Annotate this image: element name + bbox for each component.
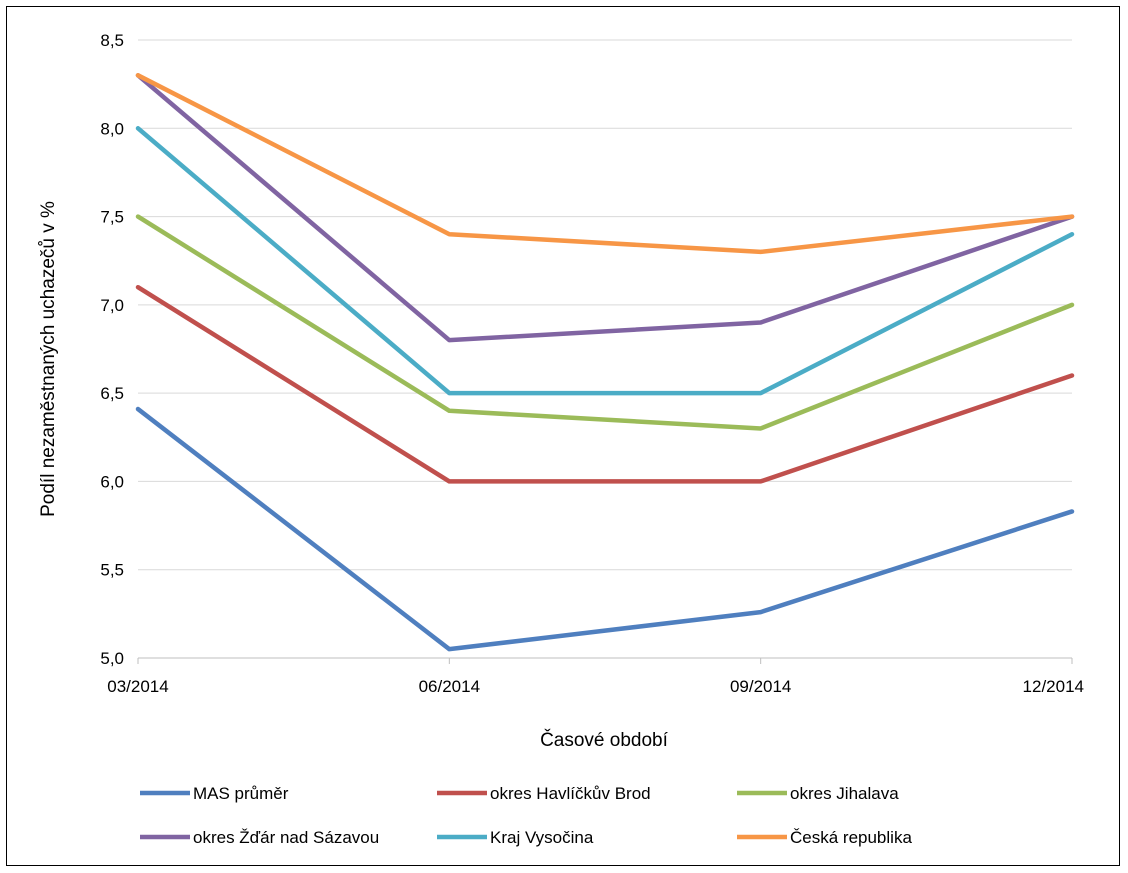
legend-label: okres Havlíčkův Brod — [490, 784, 651, 803]
series-line — [135, 73, 1075, 343]
x-tick-labels: 03/2014 06/2014 09/2014 12/2014 — [107, 658, 1084, 696]
x-axis-label: Časové období — [540, 729, 669, 751]
x-tick-label: 06/2014 — [419, 677, 480, 696]
series-lines — [135, 73, 1075, 652]
gridlines — [138, 39, 1072, 659]
y-axis-label: Podíl nezaměstnaných uchazečů v % — [38, 201, 59, 517]
series-line — [135, 284, 1075, 484]
legend-item: okres Jihalava — [737, 784, 899, 803]
legend-item: Kraj Vysočina — [437, 828, 594, 847]
legend-item: okres Žďár nad Sázavou — [140, 828, 379, 847]
x-tick-label: 03/2014 — [107, 677, 168, 696]
x-tick-label: 12/2014 — [1023, 677, 1084, 696]
line-chart: 5,05,56,06,57,07,58,08,5 03/2014 06/2014 0… — [38, 31, 1084, 847]
legend-item: MAS průměr — [140, 784, 289, 803]
y-tick-label: 8,5 — [100, 31, 124, 50]
y-tick-label: 7,5 — [100, 208, 124, 227]
series-line — [135, 73, 1075, 255]
y-tick-label: 6,5 — [100, 384, 124, 403]
series-line — [135, 126, 1075, 396]
legend: MAS průměr okres Havlíčkův Brod okres Jiha… — [140, 784, 912, 847]
chart-frame: 5,0 5,5 6,0 6,5 7,0 7,5 8,0 8,5 03/2014 06/2014 0… — [6, 6, 1120, 866]
legend-label: Kraj Vysočina — [490, 828, 594, 847]
y-tick-label: 5,5 — [100, 561, 124, 580]
legend-label: okres Žďár nad Sázavou — [193, 828, 379, 847]
legend-label: MAS průměr — [193, 784, 289, 803]
x-tick-label: 09/2014 — [730, 677, 791, 696]
legend-label: okres Jihalava — [790, 784, 899, 803]
y-tick-label: 6,0 — [100, 472, 124, 491]
legend-item: Česká republika — [737, 828, 912, 847]
series-line — [135, 406, 1075, 652]
y-tick-label: 7,0 — [100, 296, 124, 315]
legend-item: okres Havlíčkův Brod — [437, 784, 651, 803]
y-tick-labels: 5,0 5,5 6,0 6,5 7,0 7,5 8,0 8,5 — [100, 31, 124, 668]
legend-label: Česká republika — [790, 828, 912, 847]
y-tick-label: 8,0 — [100, 119, 124, 138]
y-tick-label: 5,0 — [100, 649, 124, 668]
series-line — [135, 214, 1075, 431]
